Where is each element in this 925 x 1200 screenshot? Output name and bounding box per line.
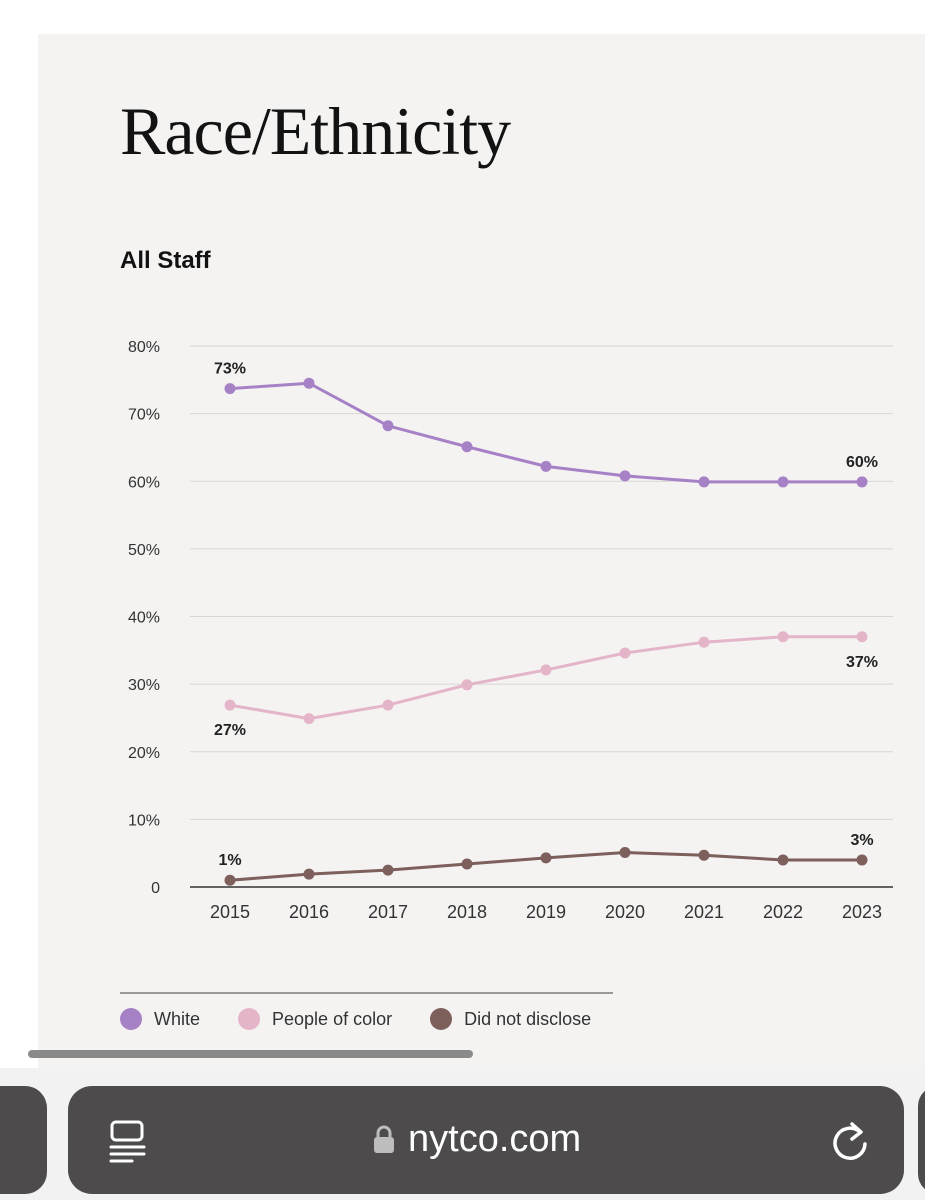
data-label: 37% <box>846 654 878 671</box>
page-title: Race/Ethnicity <box>120 93 511 169</box>
data-label: 73% <box>214 361 246 378</box>
x-tick-label: 2021 <box>684 902 724 922</box>
data-label: 3% <box>850 832 873 849</box>
previous-tab-preview[interactable] <box>0 1086 47 1194</box>
data-point <box>382 420 394 432</box>
data-point <box>540 460 552 472</box>
legend-label-did-not-disclose: Did not disclose <box>464 1008 592 1029</box>
reader-icon[interactable] <box>108 1120 148 1169</box>
data-point <box>461 858 473 870</box>
data-point <box>856 854 868 866</box>
legend-swatch-white <box>120 1008 142 1030</box>
data-label: 27% <box>214 722 246 739</box>
data-point <box>619 847 631 859</box>
y-tick-label: 60% <box>128 474 160 491</box>
y-tick-label: 30% <box>128 677 160 694</box>
legend-swatch-did-not-disclose <box>430 1008 453 1030</box>
x-tick-label: 2015 <box>210 902 250 922</box>
address-bar[interactable] <box>68 1086 904 1194</box>
horizontal-scrollbar[interactable] <box>28 1050 473 1058</box>
series-line <box>229 635 862 721</box>
x-tick-label: 2016 <box>289 902 329 922</box>
data-point <box>461 441 473 453</box>
data-point <box>777 476 789 488</box>
data-point <box>224 874 236 886</box>
x-tick-label: 2018 <box>447 902 487 922</box>
data-label: 1% <box>218 852 241 869</box>
data-point <box>540 664 552 676</box>
chart-legend: White People of color Did not disclose <box>120 1008 629 1030</box>
line-chart: 0 10% 20% 30% 40% 50% 60% 70% 80% 2015 2016 2017 201… <box>128 339 893 922</box>
y-tick-label: 20% <box>128 745 160 762</box>
data-point <box>698 849 710 861</box>
y-tick-label: 0 <box>151 880 160 897</box>
x-tick-label: 2022 <box>763 902 803 922</box>
legend-item-white: White <box>120 1008 200 1030</box>
reload-icon[interactable] <box>828 1118 872 1169</box>
data-point <box>619 647 631 659</box>
x-tick-label: 2019 <box>526 902 566 922</box>
legend-swatch-people-of-color <box>238 1008 261 1030</box>
lock-icon <box>372 1124 396 1159</box>
data-point <box>540 852 552 864</box>
data-point <box>698 476 710 488</box>
data-point <box>619 470 631 482</box>
x-tick-label: 2020 <box>605 902 645 922</box>
data-point <box>303 377 315 389</box>
legend-item-did-not-disclose: Did not disclose <box>430 1008 591 1030</box>
legend-label-people-of-color: People of color <box>272 1008 393 1029</box>
data-point <box>856 631 868 643</box>
data-label: 60% <box>846 454 878 471</box>
y-tick-label: 40% <box>128 610 160 627</box>
data-point <box>698 636 710 648</box>
legend-item-people-of-color: People of color <box>238 1008 392 1030</box>
data-point <box>777 631 789 643</box>
chart-subtitle: All Staff <box>120 247 211 274</box>
chart-card <box>38 34 925 1068</box>
data-point <box>303 713 315 725</box>
y-tick-label: 50% <box>128 542 160 559</box>
x-tick-label: 2023 <box>842 902 882 922</box>
y-tick-label: 10% <box>128 812 160 829</box>
x-tick-label: 2017 <box>368 902 408 922</box>
data-point <box>224 383 236 395</box>
next-tab-preview[interactable] <box>918 1086 925 1194</box>
legend-divider <box>120 992 613 994</box>
data-point <box>461 679 473 691</box>
legend-label-white: White <box>154 1008 201 1029</box>
data-point <box>224 699 236 711</box>
data-point <box>777 854 789 866</box>
data-point <box>382 864 394 876</box>
y-tick-label: 70% <box>128 407 160 424</box>
data-point <box>856 476 868 488</box>
url-text[interactable]: nytco.com <box>408 1118 582 1160</box>
data-point <box>303 868 315 880</box>
y-tick-label: 80% <box>128 339 160 356</box>
data-point <box>382 699 394 711</box>
